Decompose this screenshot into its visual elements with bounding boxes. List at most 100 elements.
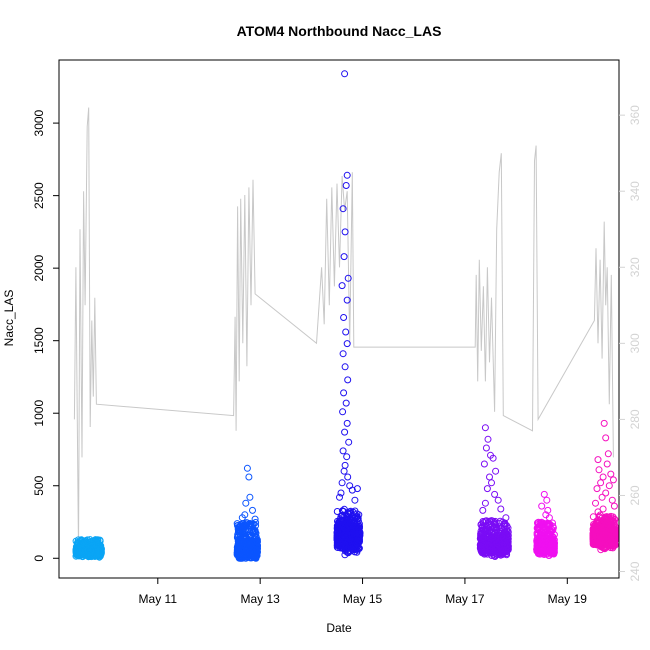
- data-point: [477, 527, 485, 535]
- line-series: [73, 107, 614, 553]
- data-point: [342, 525, 350, 533]
- data-point: [245, 473, 253, 481]
- data-point: [594, 508, 602, 516]
- data-point: [603, 532, 611, 540]
- data-point: [491, 517, 499, 525]
- data-point: [336, 493, 343, 501]
- y-tick-label: 1000: [32, 400, 46, 427]
- x-tick-label: May 17: [445, 592, 485, 606]
- data-point: [492, 525, 500, 533]
- data-point: [234, 524, 242, 532]
- data-point: [611, 516, 619, 524]
- data-point: [484, 524, 492, 532]
- y-tick-label: 0: [32, 555, 46, 562]
- scatter-series-4: [476, 424, 512, 560]
- data-point: [593, 519, 601, 527]
- data-point: [497, 505, 505, 513]
- data-point: [340, 524, 348, 532]
- data-point: [602, 434, 610, 442]
- data-point: [340, 253, 348, 261]
- data-point: [594, 456, 602, 464]
- data-point: [336, 538, 344, 546]
- data-point: [87, 546, 95, 554]
- data-point: [491, 490, 499, 498]
- x-tick-label: May 19: [548, 592, 588, 606]
- data-point: [537, 520, 545, 528]
- data-point: [246, 493, 254, 501]
- data-point: [247, 522, 254, 530]
- data-point: [343, 171, 351, 179]
- data-point: [238, 514, 246, 522]
- data-point: [604, 513, 612, 521]
- data-point: [248, 527, 256, 535]
- data-point: [85, 538, 93, 546]
- chart-title: ATOM4 Northbound Nacc_LAS: [237, 23, 442, 39]
- data-point: [540, 490, 548, 498]
- data-point: [348, 486, 356, 494]
- data-point: [493, 540, 501, 548]
- data-point: [605, 482, 613, 490]
- x-tick-label: May 13: [240, 592, 280, 606]
- data-point: [484, 541, 492, 549]
- data-point: [607, 470, 615, 478]
- data-point: [340, 467, 348, 475]
- y-axis-label: Nacc_LAS: [2, 290, 16, 347]
- data-point: [338, 532, 346, 540]
- data-point: [343, 453, 351, 461]
- data-point: [341, 428, 349, 436]
- y2-tick-label: 260: [628, 485, 642, 505]
- data-point: [500, 538, 508, 546]
- y-tick-label: 3000: [32, 109, 46, 136]
- data-point: [534, 526, 542, 534]
- data-point: [353, 539, 361, 547]
- data-point: [343, 533, 351, 541]
- data-point: [486, 518, 494, 525]
- data-point: [610, 540, 618, 548]
- y2-tick-label: 240: [628, 561, 642, 581]
- data-point: [242, 499, 250, 507]
- data-point: [603, 460, 611, 468]
- data-point: [543, 527, 551, 535]
- data-point: [338, 479, 346, 487]
- data-point: [533, 531, 541, 539]
- data-point: [606, 525, 614, 533]
- y-tick-label: 2500: [32, 182, 46, 209]
- data-point: [74, 545, 82, 553]
- data-point: [80, 549, 88, 557]
- data-point: [342, 515, 350, 523]
- data-point: [339, 447, 347, 455]
- data-point: [595, 466, 603, 474]
- data-point: [341, 70, 349, 78]
- data-point: [345, 438, 353, 446]
- data-point: [482, 444, 490, 452]
- data-point: [339, 350, 347, 358]
- data-point: [347, 526, 355, 534]
- data-point: [241, 523, 249, 531]
- data-point: [353, 528, 361, 536]
- data-point: [492, 467, 500, 475]
- x-tick-label: May 11: [139, 592, 178, 606]
- y2-tick-label: 280: [628, 409, 642, 429]
- data-point: [481, 545, 489, 553]
- data-point: [243, 464, 251, 472]
- data-point: [235, 527, 243, 535]
- data-point: [97, 549, 104, 557]
- data-point: [337, 542, 344, 550]
- data-point: [77, 537, 85, 544]
- data-point: [498, 532, 506, 540]
- data-point: [609, 476, 617, 484]
- data-point: [543, 496, 551, 504]
- y2-tick-label: 320: [628, 257, 642, 277]
- scatter-series-5: [533, 490, 558, 559]
- data-point: [545, 548, 553, 555]
- data-point: [343, 296, 351, 304]
- data-point: [484, 435, 492, 443]
- x-axis-label: Date: [326, 621, 352, 635]
- data-point: [95, 548, 103, 556]
- data-point: [343, 340, 351, 348]
- data-point: [601, 514, 609, 522]
- data-point: [500, 521, 508, 528]
- data-point: [501, 541, 509, 549]
- data-point: [597, 479, 605, 487]
- data-point: [352, 544, 360, 552]
